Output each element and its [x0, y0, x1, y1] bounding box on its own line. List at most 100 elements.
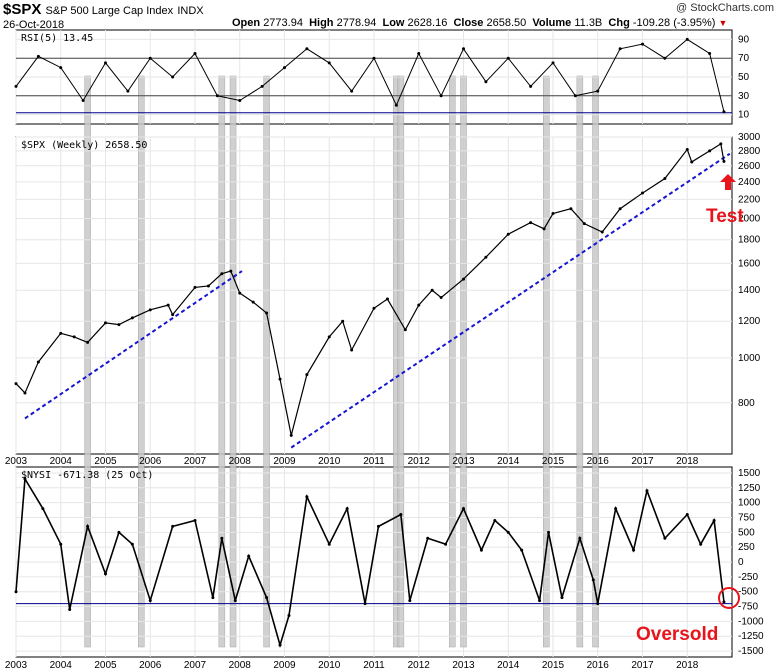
price-data-point — [690, 160, 694, 164]
rsi-data-point — [104, 61, 107, 65]
price-data-point — [372, 306, 376, 310]
price-panel-label: $SPX (Weekly) 2658.50 — [21, 140, 147, 151]
x-tick-label-nysi: 2017 — [631, 660, 654, 671]
nysi-data-point — [547, 530, 551, 534]
trendline — [24, 270, 243, 420]
price-data-point — [14, 382, 18, 386]
price-data-point — [278, 377, 282, 381]
x-tick-label-price: 2016 — [587, 456, 610, 467]
x-tick-label-price: 2014 — [497, 456, 520, 467]
price-data-point — [350, 348, 354, 352]
rsi-data-point — [215, 94, 219, 98]
price-data-point — [529, 221, 533, 225]
low-label: Low — [382, 17, 405, 29]
price-series-line — [15, 142, 725, 436]
price-data-point — [618, 207, 622, 211]
price-data-point — [484, 255, 488, 259]
x-tick-label-price: 2006 — [139, 456, 162, 467]
nysi-tick-label: -250 — [738, 572, 758, 583]
price-data-point — [193, 285, 197, 289]
rsi-panel-label: RSI(5) 13.45 — [21, 33, 93, 44]
nysi-tick-label: 1250 — [738, 483, 761, 494]
nysi-data-point — [23, 477, 27, 481]
x-tick-label-price: 2008 — [229, 456, 252, 467]
rsi-data-point — [641, 42, 644, 46]
x-tick-label-price: 2011 — [363, 456, 385, 467]
volume-value: 11.3B — [574, 17, 603, 29]
x-tick-label-price: 2004 — [50, 456, 73, 467]
nysi-data-point — [345, 507, 349, 511]
x-tick-label-nysi: 2004 — [50, 660, 73, 671]
rsi-data-point — [327, 61, 331, 65]
x-tick-label-price: 2018 — [676, 456, 699, 467]
x-tick-label-nysi: 2009 — [273, 660, 296, 671]
rsi-data-point — [238, 99, 242, 102]
x-tick-label-nysi: 2018 — [676, 660, 699, 671]
rsi-data-point — [484, 80, 488, 84]
rsi-data-point — [260, 84, 264, 88]
x-tick-label-price: 2009 — [273, 456, 296, 467]
price-data-point — [117, 323, 121, 327]
nysi-data-point — [68, 608, 72, 611]
nysi-data-point — [538, 599, 542, 603]
nysi-data-point — [220, 536, 224, 540]
open-label: Open — [232, 17, 261, 29]
price-data-point — [171, 313, 175, 317]
nysi-data-point — [287, 613, 291, 617]
rsi-tick-label: 10 — [738, 110, 750, 121]
index-name: S&P 500 Large Cap Index — [45, 5, 174, 17]
nysi-data-point — [247, 554, 251, 558]
nysi-data-point — [376, 524, 380, 528]
rsi-tick-label: 50 — [738, 72, 750, 83]
shaded-column — [460, 75, 467, 648]
nysi-data-point — [86, 524, 90, 528]
price-tick-label: 2600 — [738, 161, 761, 172]
price-data-point — [663, 177, 667, 181]
shaded-column — [449, 75, 456, 648]
price-data-point — [166, 303, 170, 307]
nysi-data-point — [117, 530, 121, 534]
x-tick-label-price: 2010 — [318, 456, 341, 467]
nysi-data-point — [560, 596, 564, 600]
rsi-data-point — [506, 56, 510, 60]
rsi-tick-label: 30 — [738, 91, 750, 102]
nysi-data-point — [278, 643, 282, 647]
nysi-data-point — [722, 600, 726, 604]
x-tick-label-nysi: 2015 — [542, 660, 565, 671]
low-value: 2628.16 — [407, 17, 448, 29]
nysi-data-point — [59, 542, 63, 546]
rsi-data-point — [462, 47, 465, 51]
nysi-series-group — [14, 472, 732, 652]
nysi-tick-label: 500 — [738, 527, 755, 538]
price-data-point — [104, 321, 107, 325]
shaded-column — [218, 75, 226, 648]
rsi-data-point — [722, 110, 726, 114]
ohlc-bar: Open 2773.94 High 2778.94 Low 2628.16 Cl… — [232, 17, 727, 29]
nysi-tick-label: -500 — [738, 587, 758, 598]
x-tick-label-nysi: 2006 — [139, 660, 162, 671]
price-tick-label: 3000 — [738, 132, 761, 143]
shaded-column — [138, 75, 145, 648]
nysi-data-point — [479, 548, 483, 552]
nysi-data-point — [493, 518, 497, 522]
rsi-data-point — [350, 89, 354, 93]
nysi-data-point — [520, 548, 524, 552]
nysi-data-point — [211, 596, 215, 600]
price-data-point — [708, 149, 712, 153]
up-arrow-icon — [720, 174, 736, 190]
chg-value: -109.28 (-3.95%) — [632, 17, 716, 29]
x-tick-label-nysi: 2014 — [497, 660, 520, 671]
shaded-column — [229, 75, 237, 648]
nysi-data-point — [305, 495, 309, 499]
nysi-tick-label: 250 — [738, 542, 755, 553]
rsi-data-point — [305, 47, 309, 51]
nysi-tick-label: -1500 — [738, 646, 764, 657]
price-tick-label: 2800 — [738, 146, 761, 157]
shaded-column — [592, 75, 599, 648]
nysi-data-point — [632, 548, 636, 552]
x-tick-label-price: 2013 — [452, 456, 475, 467]
price-tick-label: 2200 — [738, 194, 761, 205]
price-data-point — [685, 147, 689, 151]
shaded-column — [397, 75, 405, 648]
price-tick-label: 1400 — [738, 285, 761, 296]
